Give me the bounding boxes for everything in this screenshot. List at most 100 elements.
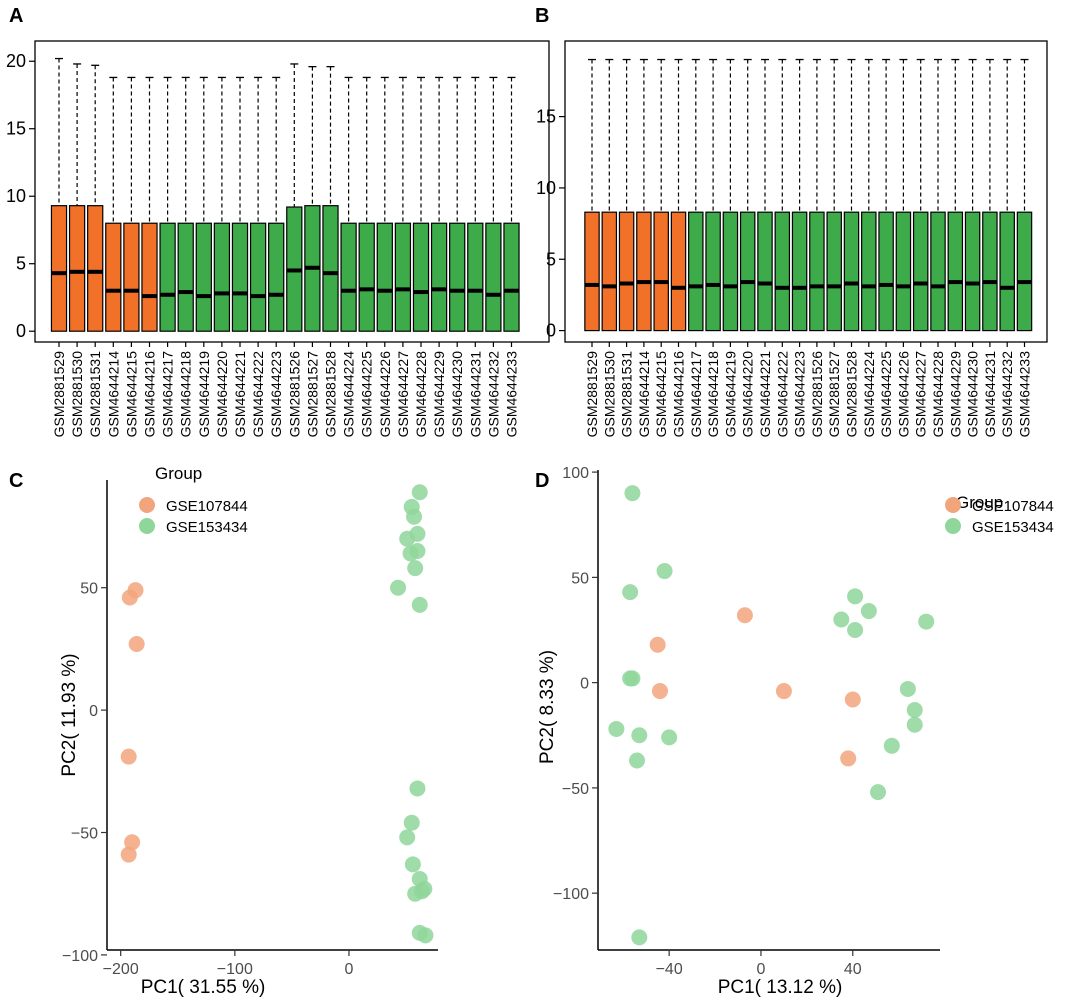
x-tick-label: GSM4644214	[105, 351, 121, 438]
point-gse153434	[409, 542, 426, 559]
box-body	[68, 205, 86, 332]
panel-c: C −200 −100 0 −100 −50 0 50 PC1( 31.55 %) PC2(…	[9, 464, 438, 998]
y-tick-label: 10	[6, 186, 26, 206]
box-body	[774, 211, 791, 332]
x-tick-label: GSM2881527	[826, 351, 842, 438]
box-gsm2881531	[618, 58, 635, 332]
box-body	[947, 211, 964, 332]
x-tick-label: GSM4644217	[160, 351, 176, 438]
legend-swatch-gse107844	[139, 497, 155, 513]
x-tick-label: GSM4644223	[792, 351, 808, 438]
point-gse153434	[409, 525, 426, 542]
box-body	[141, 222, 158, 332]
box-body	[895, 211, 912, 332]
box-gsm2881527	[304, 65, 321, 332]
x-axis-title-c: PC1( 31.55 %)	[141, 977, 266, 998]
box-gsm4644230	[449, 76, 466, 332]
y-tick-label: −100	[62, 948, 98, 965]
y-tick-label: 0	[546, 321, 556, 341]
x-tick-label: GSM4644221	[757, 351, 773, 438]
y-tick-label: −100	[553, 886, 589, 903]
x-tick-label: −100	[217, 961, 253, 978]
box-body	[195, 222, 212, 332]
point-gse107844	[649, 636, 666, 653]
x-tick-label: GSM4644220	[740, 351, 756, 438]
y-tick-label: 15	[6, 119, 26, 139]
point-gse153434	[624, 485, 641, 502]
point-gse153434	[906, 716, 923, 733]
x-tick-label: GSM4644222	[250, 351, 266, 438]
x-tick-label: GSM4644216	[142, 351, 158, 438]
x-tick-label: GSM4644226	[377, 351, 393, 438]
box-gsm2881528	[322, 65, 339, 332]
panel-d: D −40 0 40 −100 −50 0 50 100 PC1( 13.12 %) PC2(…	[535, 465, 1054, 998]
x-tick-label: GSM4644218	[705, 351, 721, 438]
box-gsm4644220	[213, 76, 231, 332]
legend-label-gse107844: GSE107844	[166, 498, 248, 515]
y-tick-label: 0	[89, 703, 98, 720]
box-gsm4644221	[757, 58, 773, 332]
point-gse153434	[417, 927, 434, 944]
box-body	[826, 211, 842, 332]
x-tick-label: 0	[345, 961, 354, 978]
point-gse107844	[844, 691, 861, 708]
box-body	[430, 222, 448, 332]
point-gse107844	[127, 582, 144, 599]
box-gsm4644230	[964, 58, 981, 332]
x-tick-label: GSM4644224	[341, 351, 357, 438]
box-body	[159, 222, 176, 332]
box-gsm4644228	[412, 76, 430, 332]
box-gsm4644233	[503, 76, 520, 332]
x-tick-label: GSM4644227	[913, 351, 929, 438]
point-gse107844	[120, 846, 137, 863]
x-tick-labels-a: GSM2881529 GSM2881530 GSM2881531 GSM4644214…	[51, 342, 520, 437]
box-gsm4644227	[394, 76, 412, 332]
box-gsm4644220	[739, 58, 756, 332]
y-tick-label: 0	[580, 676, 589, 693]
x-tick-label: GSM2881526	[286, 351, 302, 438]
x-tick-label: GSM4644230	[449, 351, 465, 438]
box-body	[177, 222, 194, 332]
box-body	[809, 211, 825, 332]
x-tick-label: GSM2881529	[51, 351, 67, 438]
box-gsm2881526	[286, 63, 303, 332]
y-tick-label: 0	[16, 321, 26, 341]
legend-label-gse153434: GSE153434	[972, 519, 1054, 536]
box-body	[878, 211, 894, 332]
x-tick-label: GSM2881526	[809, 351, 825, 438]
box-gsm4644232	[485, 76, 502, 332]
box-body	[105, 222, 122, 332]
x-tick-label: 40	[844, 961, 862, 978]
point-gse107844	[736, 607, 753, 624]
box-body	[412, 222, 430, 332]
box-body	[964, 211, 981, 332]
box-body	[999, 211, 1015, 332]
box-gsm4644214	[105, 76, 122, 332]
box-gsm4644223	[791, 58, 808, 332]
point-gse107844	[651, 683, 668, 700]
panel-label-d: D	[535, 470, 549, 492]
points-d	[608, 485, 935, 946]
box-body	[322, 205, 339, 332]
box-body	[705, 211, 721, 332]
box-gsm2881528	[843, 58, 860, 332]
x-tick-label: GSM4644231	[467, 351, 483, 438]
x-tick-label: GSM2881528	[323, 351, 339, 438]
x-tick-label: GSM2881528	[844, 351, 860, 438]
point-gse153434	[847, 588, 864, 605]
panel-label-a: A	[9, 5, 23, 27]
x-tick-label: GSM4644216	[671, 351, 687, 438]
box-body	[618, 211, 635, 332]
box-gsm2881527	[826, 58, 842, 332]
point-gse153434	[629, 752, 646, 769]
x-tick-label: GSM4644224	[861, 351, 877, 438]
x-tick-label: 0	[757, 961, 766, 978]
x-tick-label: GSM2881530	[69, 351, 85, 438]
point-gse153434	[918, 613, 935, 630]
box-body	[757, 211, 773, 332]
point-gse153434	[906, 702, 923, 718]
legend-title-d: Group	[956, 493, 1003, 512]
box-body	[231, 222, 249, 332]
box-gsm2881526	[809, 58, 825, 332]
